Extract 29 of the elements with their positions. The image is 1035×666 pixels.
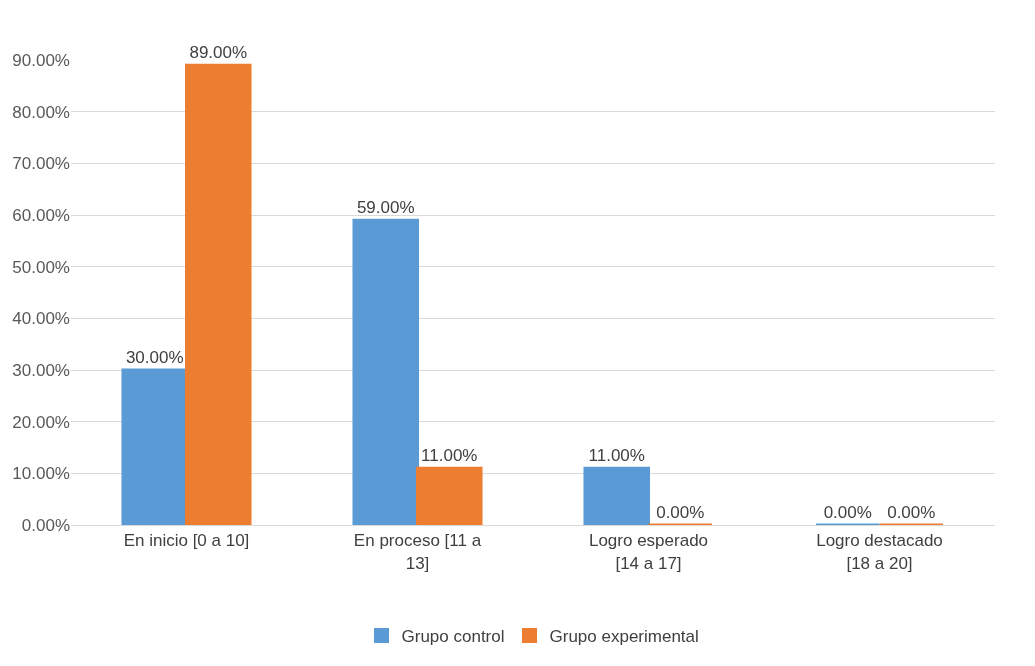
data-label: 11.00% bbox=[421, 446, 478, 466]
data-label: 11.00% bbox=[588, 446, 645, 466]
bar bbox=[583, 466, 650, 525]
y-tick-label: 70.00% bbox=[12, 154, 70, 174]
data-label: 0.00% bbox=[823, 503, 872, 522]
y-tick-label: 10.00% bbox=[12, 464, 70, 484]
data-label: 59.00% bbox=[356, 198, 415, 218]
data-label: 89.00% bbox=[189, 43, 248, 63]
y-tick-label: 40.00% bbox=[12, 309, 70, 329]
y-tick-label: 30.00% bbox=[12, 360, 70, 380]
data-label: 30.00% bbox=[125, 348, 184, 367]
bar bbox=[416, 466, 483, 525]
y-tick-label: 90.00% bbox=[12, 50, 70, 70]
x-tick-label: Logro esperado [14 a 17] bbox=[588, 531, 709, 573]
data-label: 0.00% bbox=[656, 503, 705, 522]
data-label: 0.00% bbox=[887, 503, 936, 522]
x-tick-label: En proceso [11 a 13] bbox=[353, 531, 482, 573]
x-tick-label: Logro destacado [18 a 20] bbox=[816, 531, 943, 573]
bar bbox=[352, 218, 419, 525]
bar bbox=[185, 63, 252, 525]
x-tick-label: En inicio [0 a 10] bbox=[123, 531, 250, 551]
y-tick-label: 50.00% bbox=[12, 257, 70, 277]
y-tick-label: 80.00% bbox=[12, 102, 70, 122]
bar bbox=[121, 368, 188, 525]
legend-label: Grupo experimental bbox=[549, 627, 699, 647]
legend-label: Grupo control bbox=[401, 627, 505, 647]
y-tick-label: 20.00% bbox=[12, 412, 70, 432]
y-tick-label: 0.00% bbox=[21, 515, 70, 535]
y-tick-label: 60.00% bbox=[12, 205, 70, 225]
